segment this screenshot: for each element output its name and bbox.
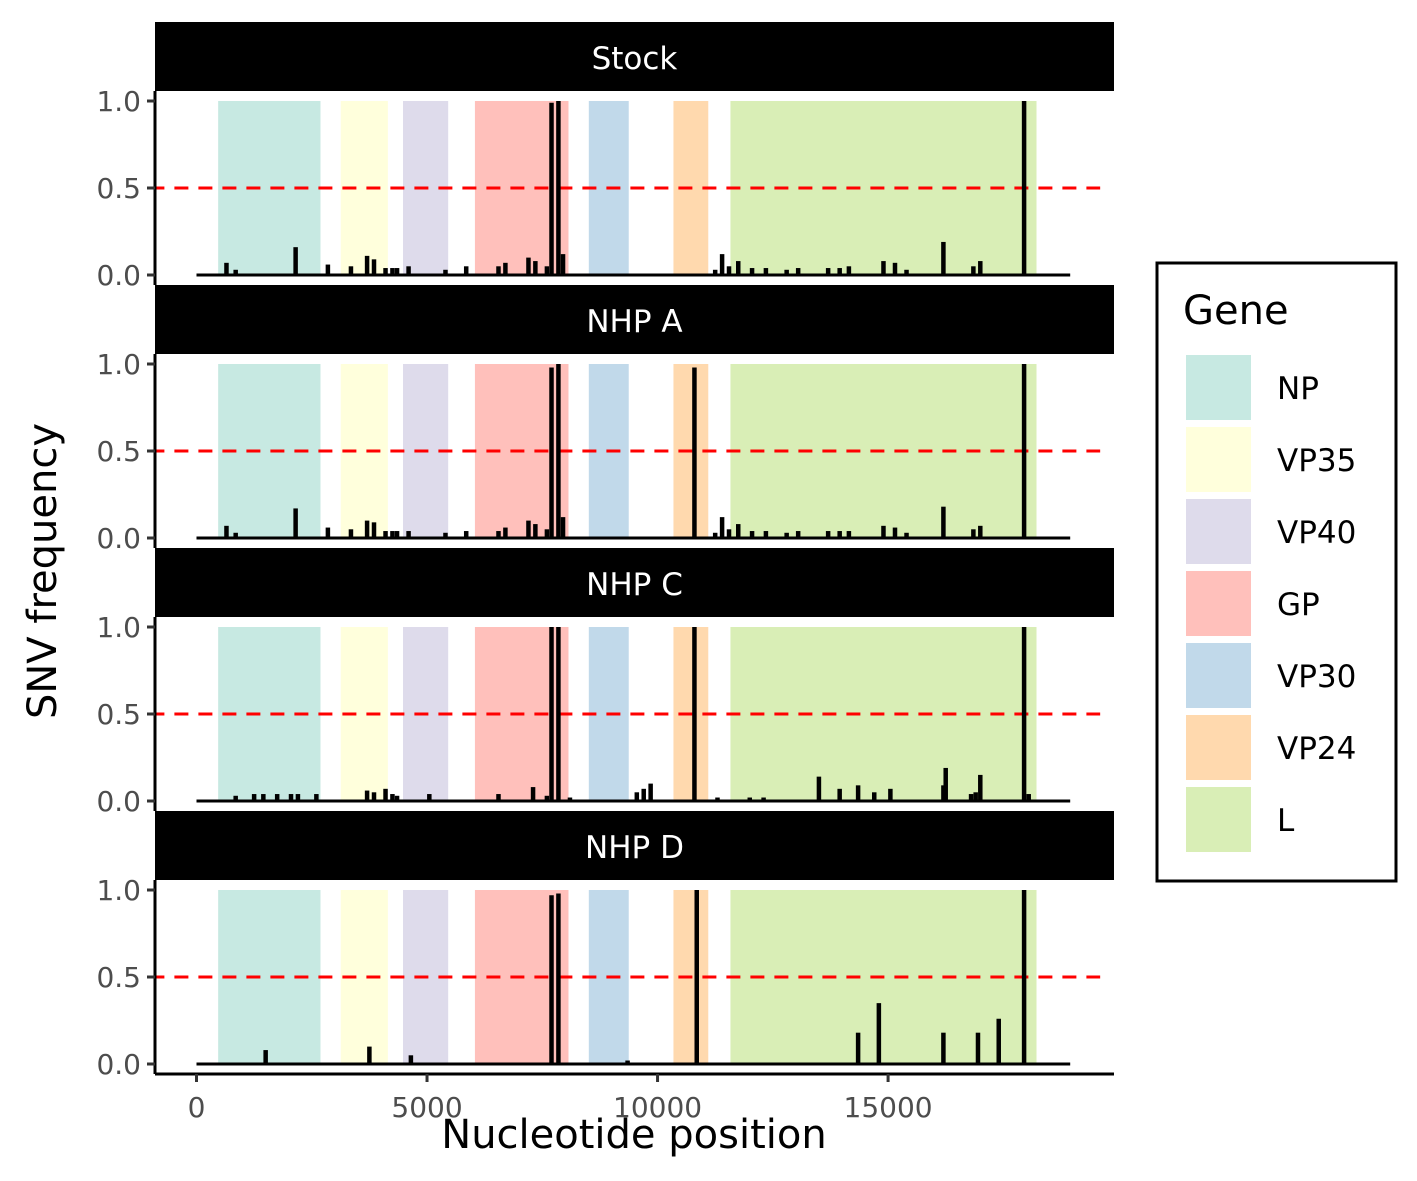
x-axis-title: Nucleotide position [441,1112,826,1158]
facet-panel: NHP C 0.0 0.5 1.0 [96,548,1114,818]
y-axis-title: SNV frequency [20,423,66,719]
facet-strip-label: NHP A [586,304,682,340]
legend-label-vp40: VP40 [1277,515,1356,551]
y-tick-label: 0.5 [96,698,141,731]
x-tick-label: 10000 [613,1091,702,1124]
legend-label-l: L [1277,803,1295,839]
facet-strip-label: Stock [592,41,678,77]
y-tick-label: 1.0 [96,874,141,907]
y-tick-label: 0.0 [96,785,141,818]
y-tick-label: 1.0 [96,611,141,644]
y-tick-label: 0.5 [96,172,141,205]
y-tick-label: 0.5 [96,961,141,994]
y-tick-label: 1.0 [96,85,141,118]
facet-panels: Stock 0.0 0.5 1.0 NHP A 0.0 0.5 1.0 NHP C 0.0 0.5 1… [96,22,1114,1081]
facet-strip [155,285,1114,354]
legend-label-gp: GP [1277,587,1320,623]
facet-strip [155,548,1114,617]
legend-label-vp30: VP30 [1277,659,1356,695]
legend-key-vp30 [1186,643,1251,708]
gene-legend: Gene NP VP35 VP40 GP VP30 VP24 L [1155,261,1398,883]
y-tick-label: 0.5 [96,435,141,468]
legend-key-l [1186,787,1251,852]
x-tick-label: 5000 [391,1091,462,1124]
legend-key-vp35 [1186,427,1251,492]
facet-panel: Stock 0.0 0.5 1.0 [96,22,1114,292]
y-tick-label: 1.0 [96,348,141,381]
x-tick-label: 15000 [844,1091,933,1124]
facet-panel: NHP A 0.0 0.5 1.0 [96,285,1114,555]
facet-strip-label: NHP C [586,567,683,603]
facet-strip-label: NHP D [585,830,684,866]
x-axis: 0 5000 10000 15000 [155,1072,1114,1124]
legend-key-vp24 [1186,715,1251,780]
legend-key-vp40 [1186,499,1251,564]
legend-title: Gene [1183,288,1289,334]
x-tick-label: 0 [188,1091,206,1124]
legend-key-np [1186,355,1251,420]
facet-strip [155,811,1114,880]
facet-panel: NHP D 0.0 0.5 1.0 [96,811,1114,1081]
facet-strip [155,22,1114,91]
legend-label-vp35: VP35 [1277,443,1356,479]
y-tick-label: 0.0 [96,1048,141,1081]
y-tick-label: 0.0 [96,522,141,555]
y-tick-label: 0.0 [96,259,141,292]
legend-label-np: NP [1277,371,1319,407]
legend-label-vp24: VP24 [1277,731,1356,767]
legend-key-gp [1186,571,1251,636]
